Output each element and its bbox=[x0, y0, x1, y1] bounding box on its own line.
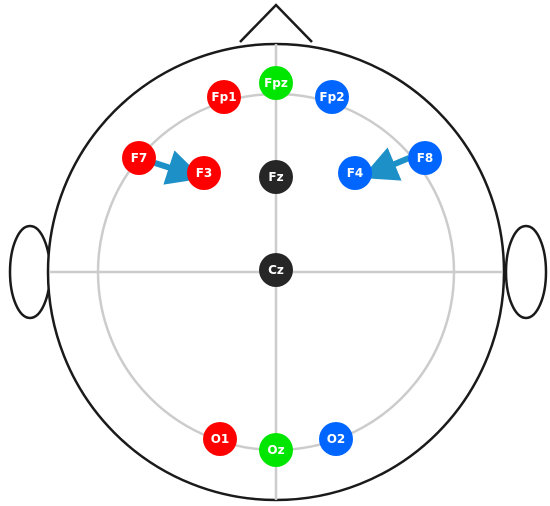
electrode-fpz: Fpz bbox=[259, 66, 293, 100]
electrode-f8: F8 bbox=[408, 141, 442, 175]
electrode-f7-dot bbox=[122, 141, 156, 175]
electrode-fz: Fz bbox=[259, 160, 293, 194]
electrode-f4-dot bbox=[338, 156, 372, 190]
electrode-o2-dot bbox=[319, 422, 353, 456]
arrow-f8-to-f4 bbox=[361, 147, 411, 181]
right-ear bbox=[504, 224, 548, 320]
electrode-cz: Cz bbox=[259, 253, 293, 287]
electrode-o1-dot bbox=[203, 422, 237, 456]
electrode-cz-label: Cz bbox=[268, 263, 284, 277]
electrode-fp2-label: Fp2 bbox=[319, 90, 344, 104]
electrode-oz-label: Oz bbox=[267, 443, 284, 457]
electrode-fz-dot bbox=[259, 160, 293, 194]
electrode-f7-label: F7 bbox=[131, 151, 148, 165]
electrodes: Fpz Fp1 Fp2 F7 F3 Fz F4 F8 bbox=[122, 66, 442, 467]
electrode-fp1-label: Fp1 bbox=[211, 90, 236, 104]
electrode-oz: Oz bbox=[259, 433, 293, 467]
electrode-f3-dot bbox=[187, 156, 221, 190]
electrode-o2-label: O2 bbox=[327, 432, 346, 446]
electrode-f8-label: F8 bbox=[417, 151, 434, 165]
electrode-fp2: Fp2 bbox=[315, 80, 349, 114]
arrows bbox=[154, 147, 411, 185]
electrode-o2: O2 bbox=[319, 422, 353, 456]
electrode-f7: F7 bbox=[122, 141, 156, 175]
electrode-f3-label: F3 bbox=[196, 166, 213, 180]
electrode-f8-dot bbox=[408, 141, 442, 175]
left-ear bbox=[8, 224, 52, 320]
electrode-fpz-dot bbox=[259, 66, 293, 100]
electrode-f3: F3 bbox=[187, 156, 221, 190]
electrode-o1-label: O1 bbox=[211, 432, 230, 446]
electrode-oz-dot bbox=[259, 433, 293, 467]
electrode-fp1-dot bbox=[207, 80, 241, 114]
electrode-fz-label: Fz bbox=[268, 170, 283, 184]
electrode-fp1: Fp1 bbox=[207, 80, 241, 114]
electrode-fp2-dot bbox=[315, 80, 349, 114]
electrode-f4: F4 bbox=[338, 156, 372, 190]
arrow-f7-to-f3 bbox=[154, 150, 204, 185]
nose bbox=[239, 3, 313, 43]
electrode-o1: O1 bbox=[203, 422, 237, 456]
electrode-cz-dot bbox=[259, 253, 293, 287]
electrode-f4-label: F4 bbox=[347, 166, 364, 180]
electrode-fpz-label: Fpz bbox=[264, 76, 288, 90]
